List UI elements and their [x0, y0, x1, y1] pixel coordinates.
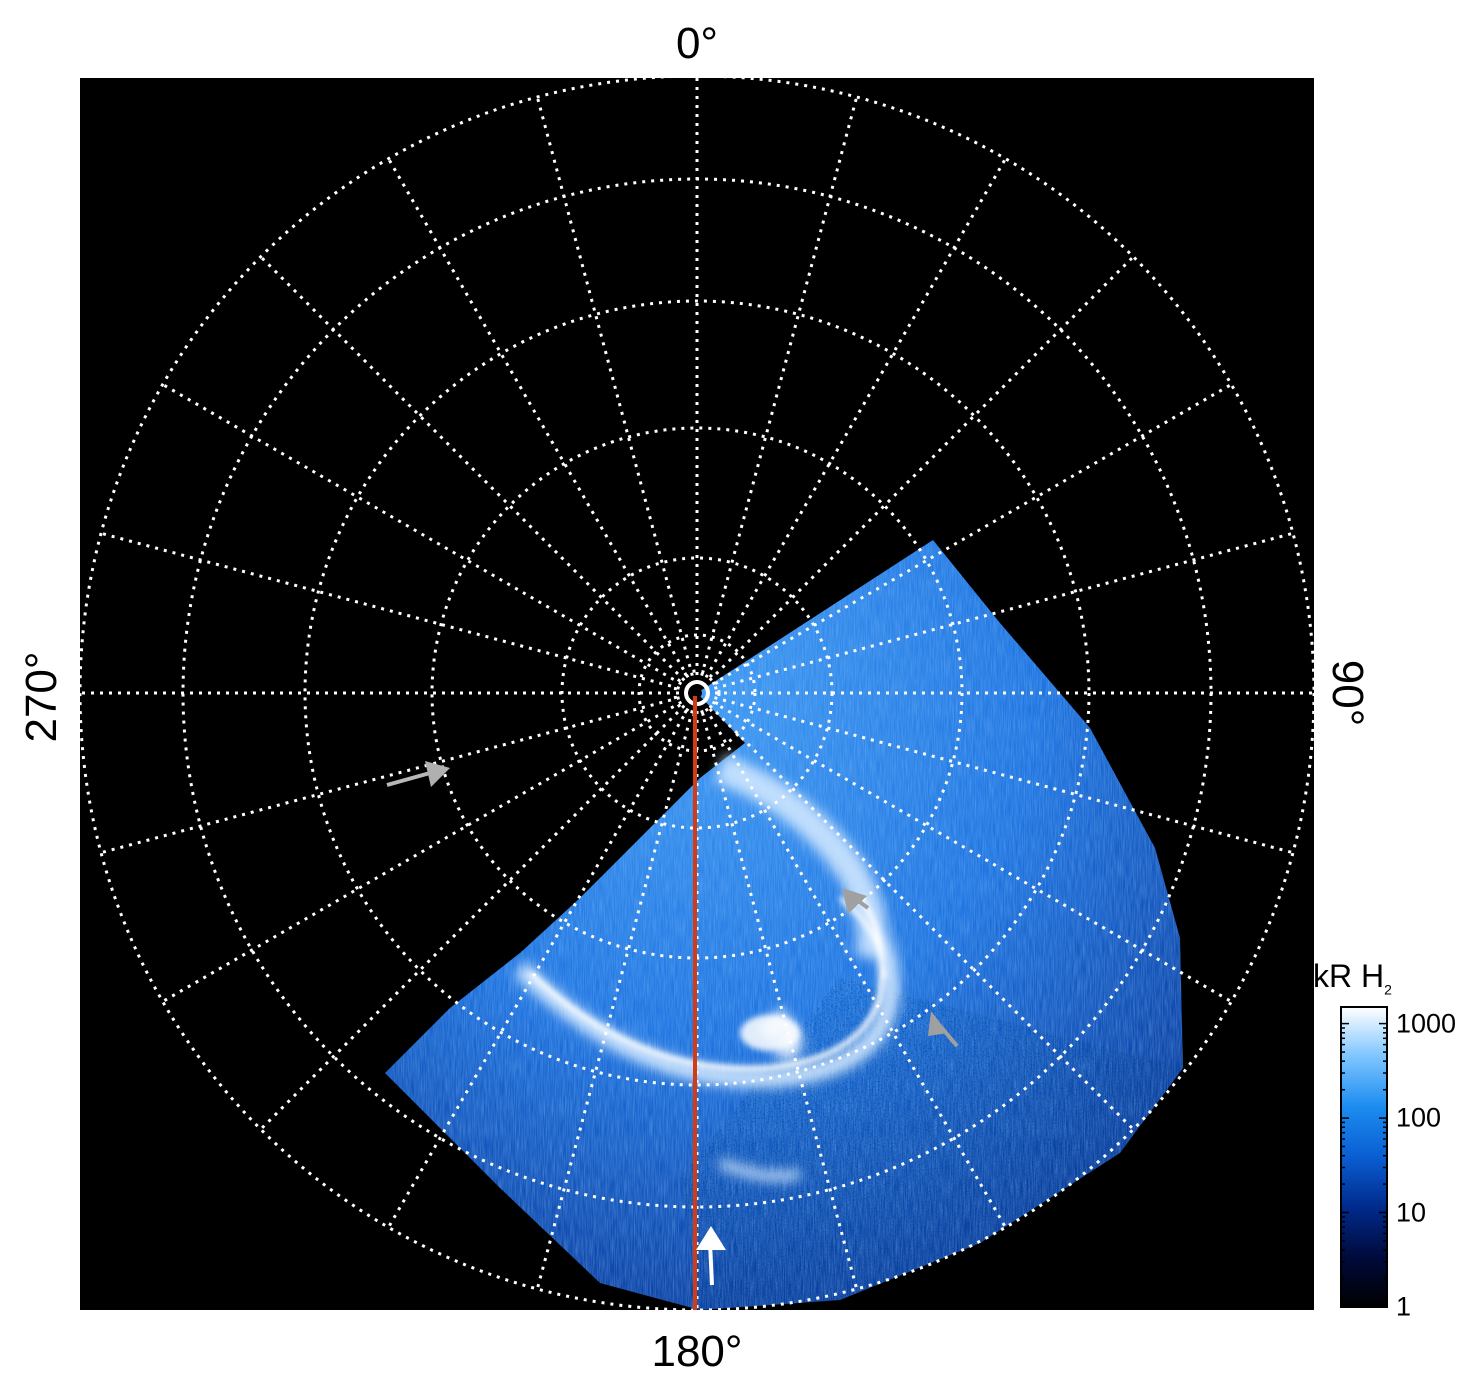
longitude-line: [695, 157, 1007, 694]
longitude-line: [387, 157, 699, 694]
longitude-label-90: 90°: [1323, 659, 1372, 727]
longitude-label-270: 270°: [17, 651, 66, 743]
longitude-label-180: 180°: [651, 1327, 743, 1376]
longitude-line: [100, 691, 698, 855]
colorbar-tick-label: 1000: [1396, 1008, 1457, 1039]
longitude-line: [695, 691, 1135, 1131]
colorbar-gradient: [1340, 1006, 1388, 1308]
polar-aurora-image: [80, 78, 1314, 1310]
longitude-line: [695, 255, 1135, 695]
longitude-line: [696, 383, 1233, 695]
colorbar-tick-label: 100: [1396, 1102, 1442, 1133]
latitude-circle: [673, 669, 721, 717]
aurora-emission-sector: [385, 540, 1183, 1310]
colorbar: [1340, 1006, 1388, 1308]
longitude-line: [387, 692, 699, 1229]
gray-arrow-left: [386, 761, 450, 787]
white-arrow-bottom: [696, 1226, 726, 1286]
gray-arrow-mid: [842, 888, 870, 914]
colorbar-tick-label: 1: [1396, 1291, 1412, 1322]
longitude-line: [695, 692, 1007, 1229]
longitude-line: [535, 96, 699, 694]
longitude-line: [259, 691, 699, 1131]
longitude-line: [535, 692, 699, 1290]
longitude-line: [161, 383, 698, 695]
longitude-line: [696, 531, 1294, 695]
latitude-circle: [303, 299, 1091, 1087]
longitude-line: [696, 691, 1233, 1003]
longitude-line: [161, 691, 698, 1003]
longitude-line: [695, 692, 859, 1290]
gray-arrow-right: [928, 1011, 959, 1048]
longitude-line: [696, 691, 1294, 855]
colorbar-tick-label: 10: [1396, 1197, 1427, 1228]
colorbar-title: kR H2: [1313, 958, 1392, 998]
longitude-label-0: 0°: [675, 19, 719, 68]
longitude-line: [695, 96, 859, 694]
longitude-line: [259, 255, 699, 695]
longitude-line: [100, 531, 698, 695]
